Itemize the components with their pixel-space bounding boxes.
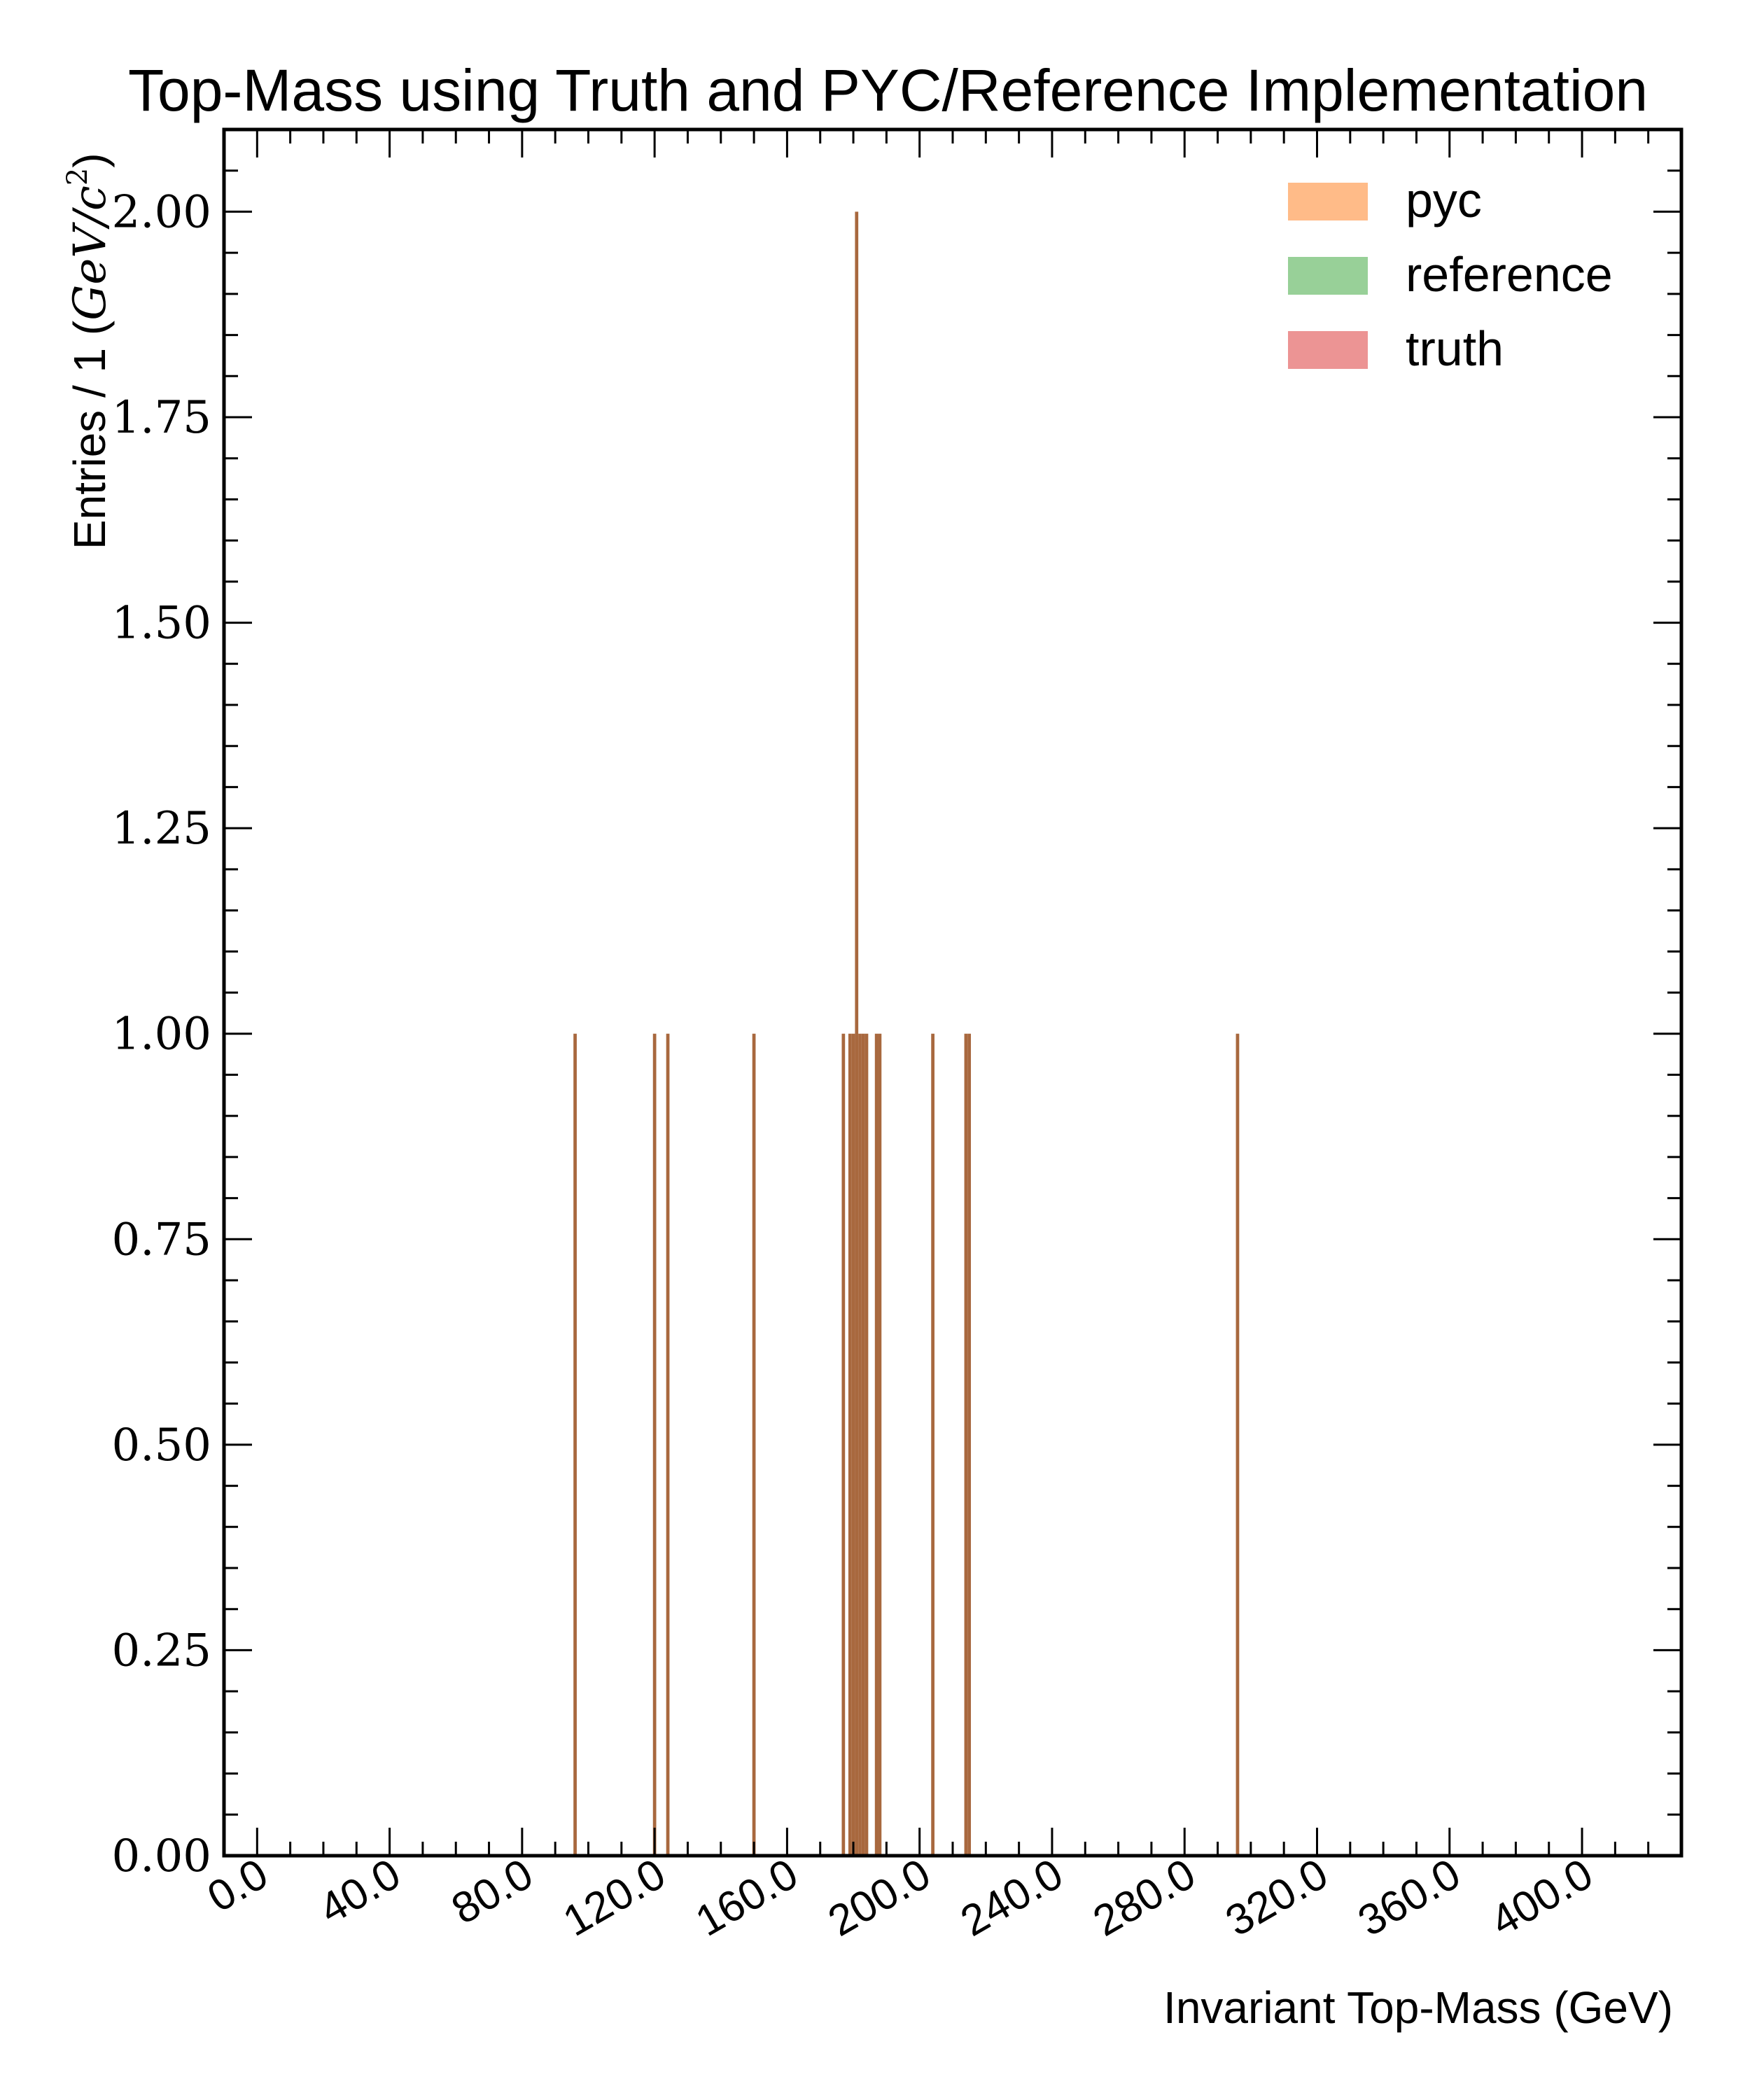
histogram-bar-0 [573, 1033, 577, 1856]
legend-swatch-truth [1288, 331, 1368, 369]
y-tick-label-4: 1.00 [112, 1009, 212, 1060]
y-tick-label-1: 0.25 [112, 1625, 212, 1676]
legend-label-truth: truth [1406, 321, 1504, 376]
bars-group [573, 211, 1240, 1856]
histogram-bar-16 [1236, 1033, 1240, 1856]
x-axis-label: Invariant Top-Mass (GeV) [1163, 1982, 1673, 2033]
histogram-bar-14 [964, 1033, 968, 1856]
y-axis-label-unit: GeV/c [64, 186, 116, 321]
histogram-bar-13 [931, 1033, 934, 1856]
legend: pyc reference truth [1288, 173, 1613, 376]
legend-label-reference: reference [1406, 247, 1613, 302]
y-tick-label-8: 2.00 [112, 186, 212, 238]
histogram-bar-11 [874, 1033, 878, 1856]
y-tick-labels: 0.00 0.25 0.50 0.75 1.00 1.25 1.50 1.75 2.00 [112, 186, 212, 1882]
y-axis-label-prefix: Entries / 1 ( [64, 321, 115, 550]
histogram-bar-3 [752, 1033, 756, 1856]
chart-title: Top-Mass using Truth and PYC/Reference I… [128, 57, 1648, 123]
histogram-bar-4 [841, 1033, 846, 1856]
histogram-bar-5 [848, 1033, 852, 1856]
x-tick-label-3: 120.0 [555, 1849, 673, 1945]
y-tick-label-2: 0.50 [112, 1420, 212, 1471]
x-tick-label-5: 200.0 [820, 1849, 939, 1945]
histogram-bar-1 [652, 1033, 657, 1856]
x-tick-labels: 0.0 40.0 80.0 120.0 160.0 200.0 240.0 280.0 320.… [200, 1849, 1601, 1945]
histogram-bar-9 [861, 1033, 865, 1856]
x-tick-label-6: 240.0 [953, 1849, 1071, 1945]
x-tick-label-1: 40.0 [312, 1849, 409, 1933]
x-tick-label-7: 280.0 [1085, 1849, 1203, 1945]
histogram-bar-2 [666, 1033, 670, 1856]
histogram-bar-10 [864, 1033, 869, 1856]
y-axis-label-exponent: 2 [62, 168, 94, 186]
x-tick-label-4: 160.0 [688, 1849, 806, 1945]
y-tick-label-0: 0.00 [112, 1830, 212, 1882]
y-tick-label-3: 0.75 [112, 1214, 212, 1266]
x-tick-label-9: 360.0 [1350, 1849, 1469, 1945]
legend-swatch-reference [1288, 257, 1368, 295]
y-tick-label-7: 1.75 [112, 392, 212, 444]
y-tick-label-6: 1.50 [112, 598, 212, 650]
x-tick-label-8: 320.0 [1218, 1849, 1336, 1945]
histogram-bar-15 [967, 1033, 972, 1856]
histogram-bar-12 [878, 1033, 882, 1856]
y-axis-label: Entries / 1 (GeV/c2) [62, 153, 116, 550]
histogram-bar-8 [858, 1033, 862, 1856]
legend-label-pyc: pyc [1406, 173, 1482, 227]
legend-swatch-pyc [1288, 183, 1368, 220]
x-tick-label-2: 80.0 [444, 1849, 541, 1933]
plot-frame [222, 127, 1684, 1858]
x-tick-label-10: 400.0 [1483, 1849, 1601, 1945]
y-tick-label-5: 1.25 [112, 803, 212, 855]
histogram-bar-7 [855, 211, 859, 1856]
y-axis-label-suffix: ) [64, 153, 115, 167]
ticks-group [224, 128, 1681, 1857]
histogram-bar-6 [851, 1033, 855, 1856]
